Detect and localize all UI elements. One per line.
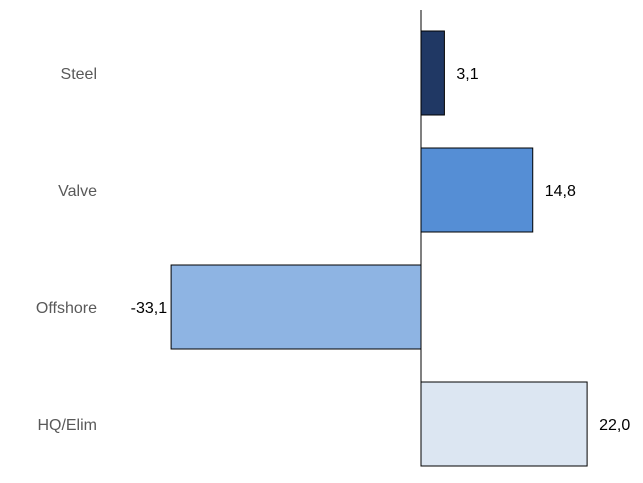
- bars-layer: [170, 30, 588, 467]
- category-label: Offshore: [36, 300, 97, 317]
- category-label: Steel: [61, 66, 97, 83]
- labels-layer: Steel 3,1 Valve 14,8 Offshore -33,1 HQ/Elim 22,…: [36, 66, 630, 434]
- bar-steel: [420, 30, 445, 116]
- bar-hq-elim: [420, 381, 588, 467]
- value-label: -33,1: [131, 300, 168, 317]
- value-label: 22,0: [599, 417, 630, 434]
- value-label: 14,8: [545, 183, 576, 200]
- bar-valve: [420, 147, 534, 233]
- value-label: 3,1: [456, 66, 478, 83]
- category-label: Valve: [58, 183, 97, 200]
- bar-offshore: [170, 264, 422, 350]
- category-label: HQ/Elim: [37, 417, 97, 434]
